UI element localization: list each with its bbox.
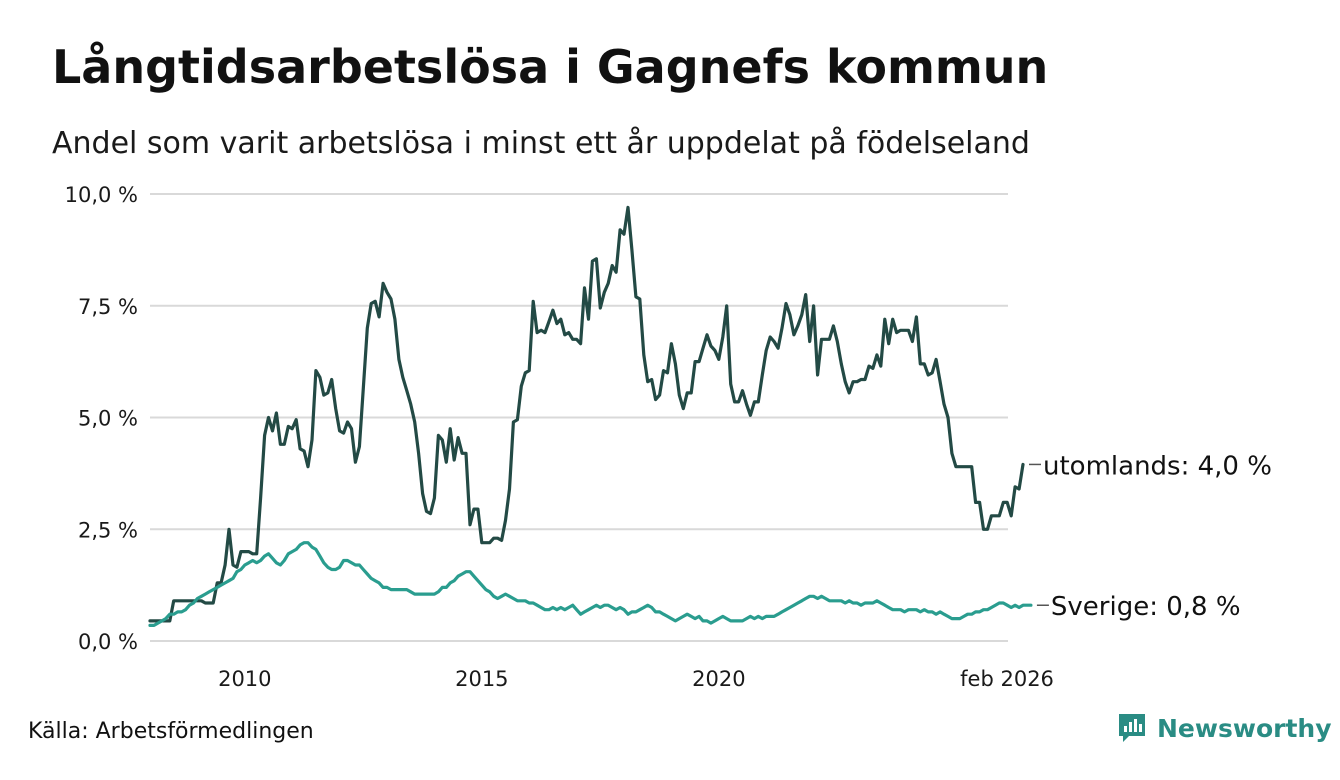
- series-line-sverige: [148, 541, 1033, 628]
- series-lines: [148, 205, 1033, 628]
- y-axis: 0,0 % 2,5 % 5,0 % 7,5 % 10,0 %: [65, 183, 138, 654]
- series-end-labels: utomlands: 4,0 % Sverige: 0,8 %: [1029, 451, 1272, 622]
- y-tick-label: 0,0 %: [78, 630, 138, 654]
- brand-name: Newsworthy: [1157, 713, 1332, 743]
- y-tick-label: 5,0 %: [78, 407, 138, 431]
- y-tick-label: 10,0 %: [65, 183, 138, 207]
- series-label-utomlands: utomlands: 4,0 %: [1043, 451, 1272, 481]
- y-tick-label: 2,5 %: [78, 518, 138, 542]
- x-tick-label: 2020: [692, 667, 745, 691]
- gridlines: [150, 193, 1008, 642]
- x-tick-label: 2010: [218, 667, 271, 691]
- brand-logo: Newsworthy: [1117, 712, 1332, 744]
- chart-title: Långtidsarbetslösa i Gagnefs kommun: [52, 40, 1049, 94]
- x-axis: 2010 2015 2020 feb 2026: [218, 667, 1054, 691]
- series-line-utomlands: [148, 205, 1025, 623]
- newsworthy-logo-icon: [1119, 714, 1145, 742]
- series-label-sverige: Sverige: 0,8 %: [1051, 592, 1241, 622]
- y-tick-label: 7,5 %: [78, 295, 138, 319]
- source-note: Källa: Arbetsförmedlingen: [28, 719, 314, 744]
- x-tick-label: 2015: [455, 667, 508, 691]
- chart-subtitle: Andel som varit arbetslösa i minst ett å…: [52, 126, 1030, 161]
- x-tick-label: feb 2026: [960, 667, 1054, 691]
